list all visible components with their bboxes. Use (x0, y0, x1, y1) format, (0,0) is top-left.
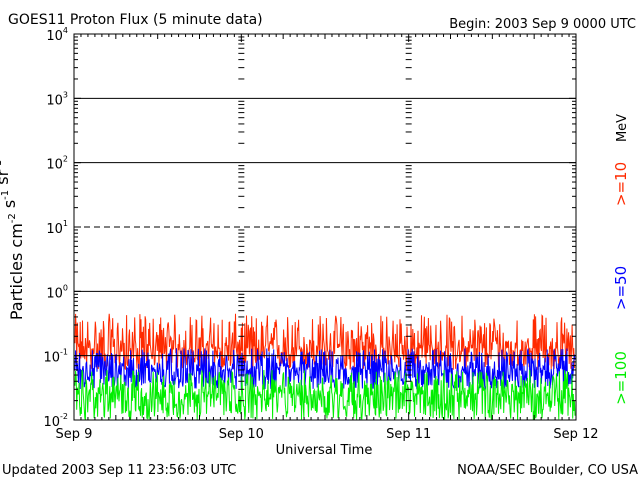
legend-item: >=10 (612, 162, 630, 206)
grid-layer (74, 97, 576, 357)
updated-time: Updated 2003 Sep 11 23:56:03 UTC (2, 463, 236, 478)
legend-unit-label: MeV (615, 114, 630, 142)
x-axis-title: Universal Time (276, 443, 373, 458)
legend-item: >=50 (612, 266, 630, 310)
y-tick-label: 100 (46, 283, 68, 301)
source-credit: NOAA/SEC Boulder, CO USA (457, 463, 638, 478)
y-tick-label: 10-2 (43, 412, 68, 430)
series-line-ge50 (74, 348, 576, 390)
begin-time: Begin: 2003 Sep 9 0000 UTC (449, 17, 636, 32)
y-tick-label: 102 (46, 155, 68, 173)
chart-title: GOES11 Proton Flux (5 minute data) (8, 12, 263, 28)
axis-layer: 10-2 10-1 100 101 102 103 104 Sep 9 Sep 10 Sep 11… (43, 26, 598, 442)
y-axis-title-text: Particles cm-2 s-1 sr-1 (0, 160, 26, 320)
y-tick-label: 101 (46, 219, 68, 237)
legend-label: >=10 (612, 162, 630, 206)
legend: >=10 >=50 >=100 MeV (612, 114, 630, 405)
x-tick-label: Sep 12 (553, 427, 598, 442)
x-tick-label: Sep 11 (386, 427, 431, 442)
legend-label: >=50 (612, 266, 630, 310)
y-axis-title: Particles cm-2 s-1 sr-1 (0, 160, 26, 320)
x-tick-label: Sep 9 (56, 427, 93, 442)
plot-area (74, 313, 576, 421)
y-tick-label: 104 (46, 26, 68, 44)
series-line-ge100 (74, 369, 576, 421)
legend-unit: MeV (615, 114, 630, 142)
y-tick-label: 10-1 (43, 348, 68, 366)
legend-item: >=100 (612, 351, 630, 405)
y-tick-label: 103 (46, 90, 68, 108)
x-tick-label: Sep 10 (219, 427, 264, 442)
legend-label: >=100 (612, 351, 630, 405)
